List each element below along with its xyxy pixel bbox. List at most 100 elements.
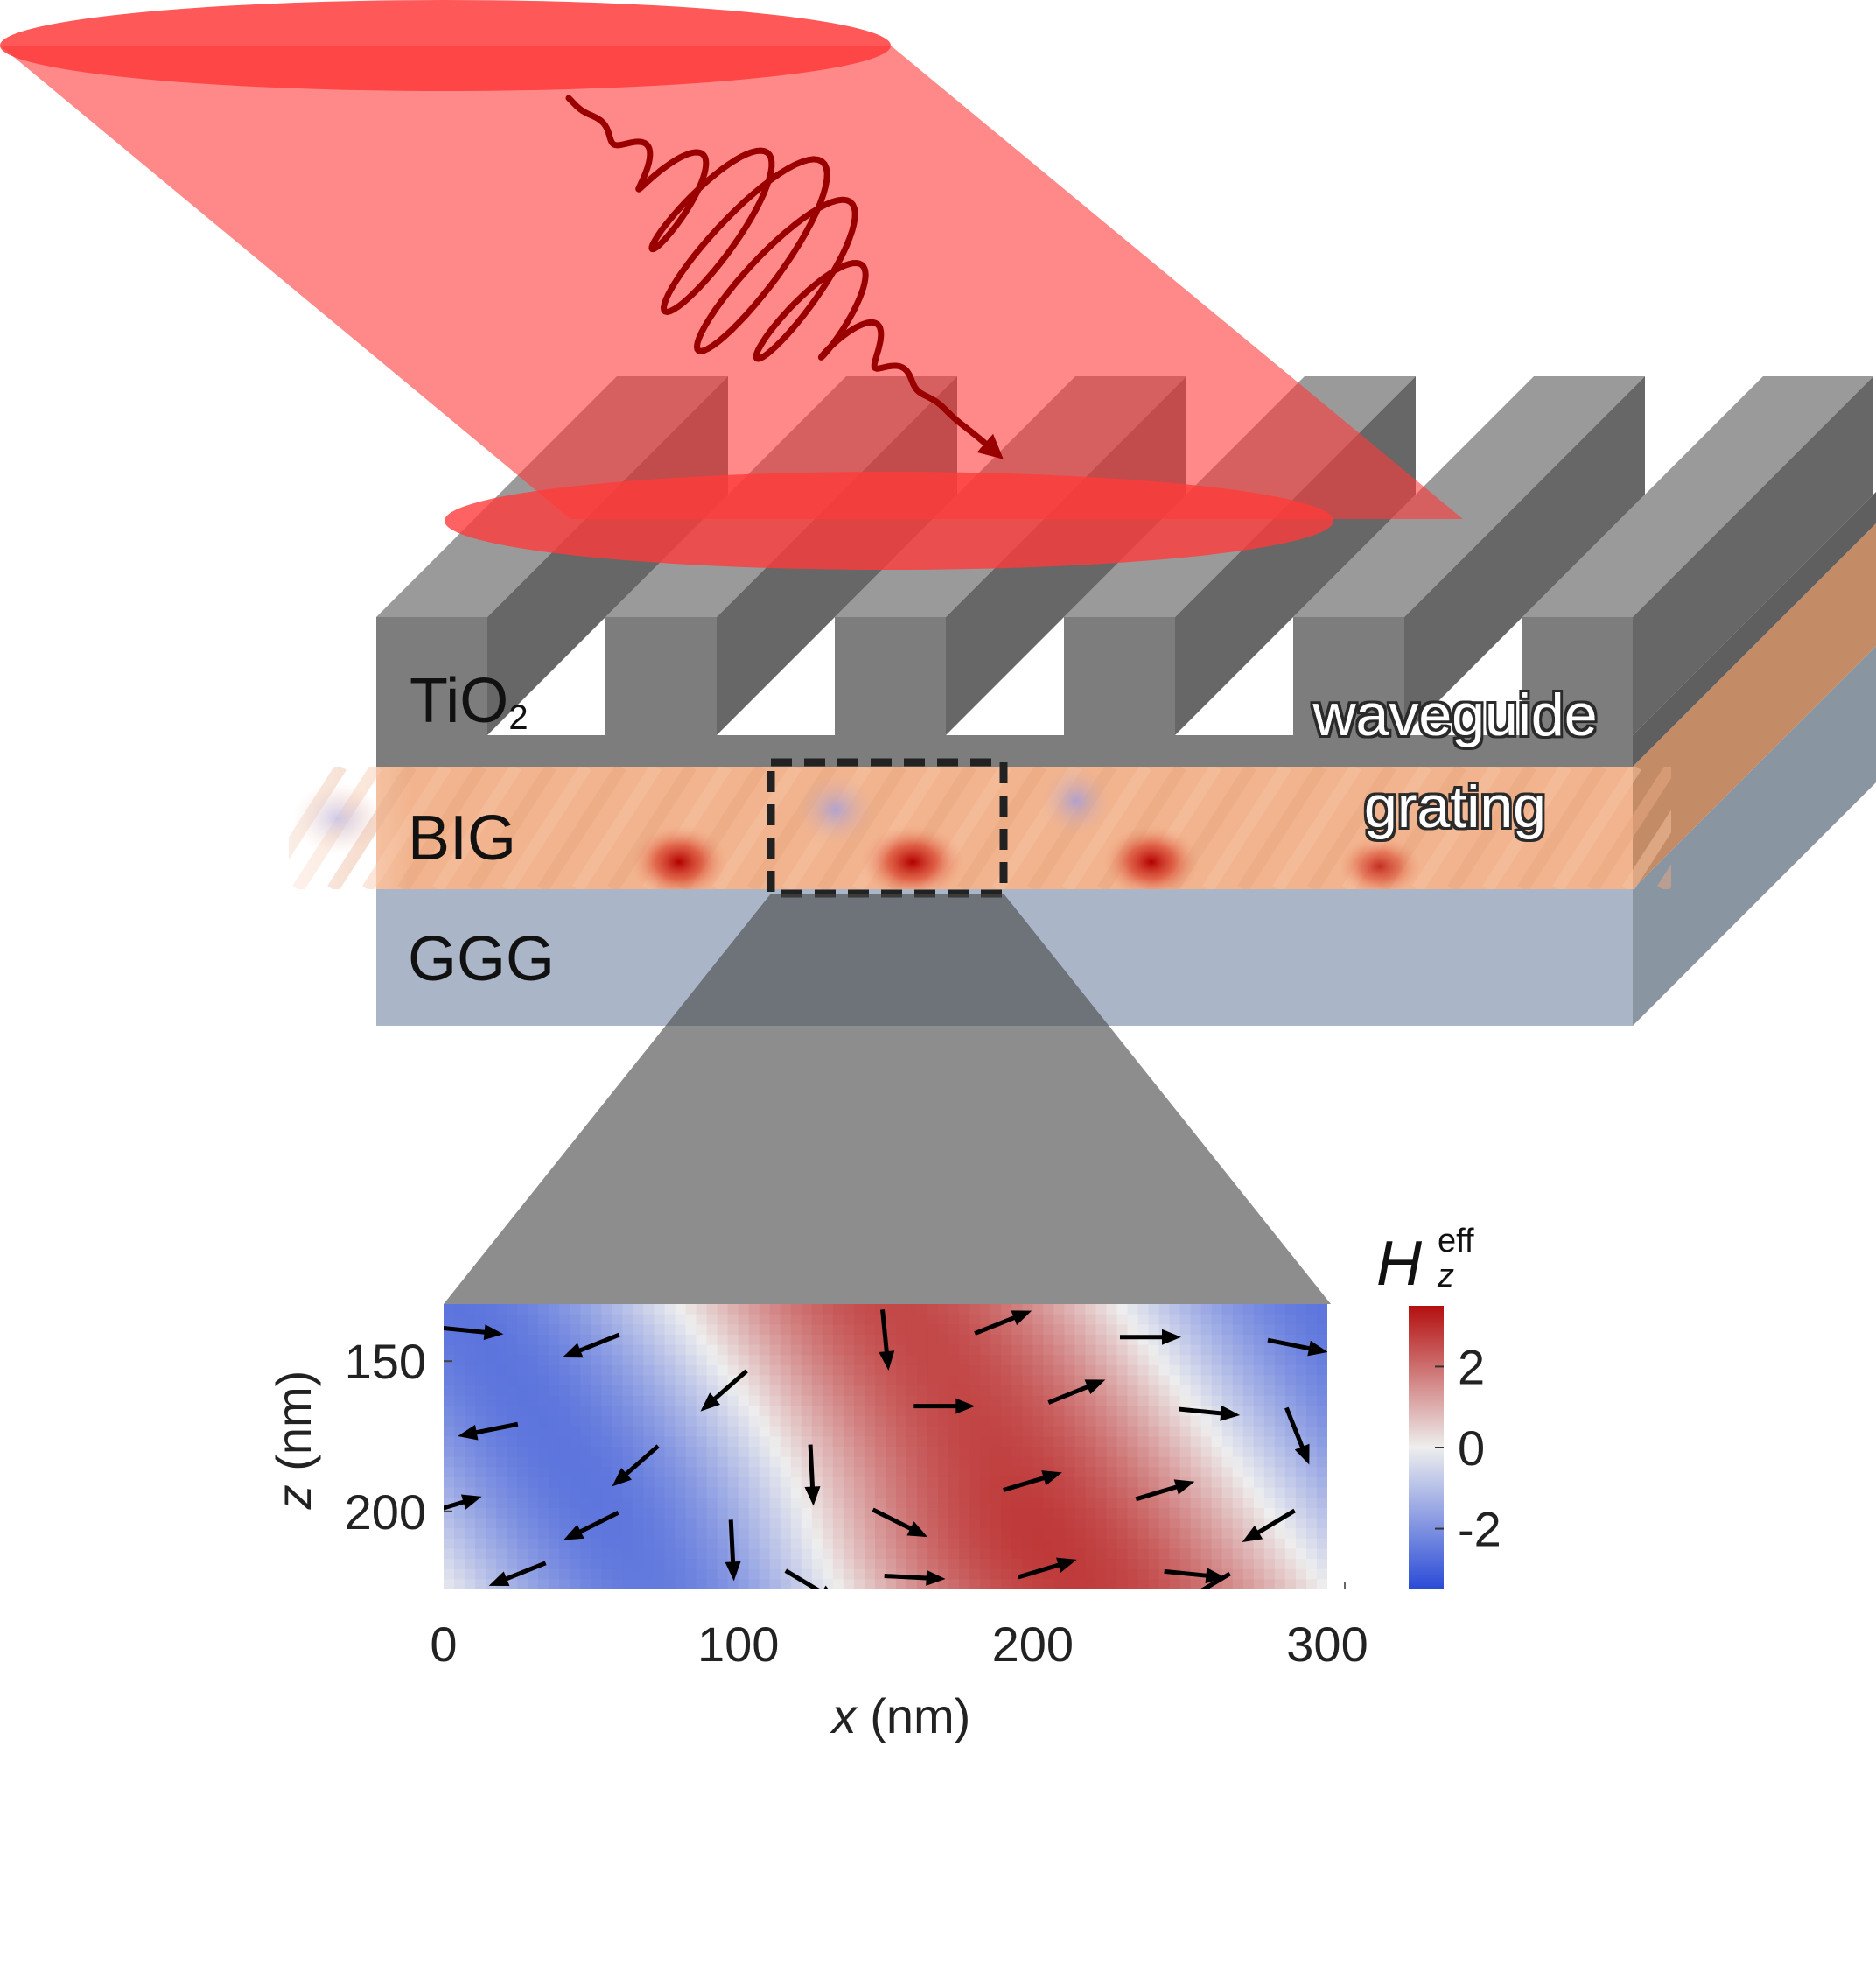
heatmap-cell [1022, 1447, 1034, 1458]
heatmap-cell [864, 1406, 876, 1417]
x-tick-label: 0 [430, 1617, 457, 1672]
heatmap-cell [1200, 1355, 1213, 1366]
heatmap-cell [864, 1568, 876, 1581]
heatmap-cell [896, 1364, 907, 1377]
field-stripe [1517, 767, 1606, 889]
heatmap-cell [643, 1436, 655, 1448]
heatmap-cell [917, 1579, 928, 1589]
heatmap-cell [1074, 1314, 1087, 1326]
heatmap-cell [780, 1518, 792, 1529]
heatmap-cell [1264, 1498, 1276, 1509]
heatmap-cell [591, 1355, 603, 1366]
heatmap-cell [1180, 1436, 1192, 1448]
field-stripe [432, 767, 522, 889]
heatmap-cell [528, 1355, 540, 1366]
heatmap-cell [717, 1375, 729, 1386]
heatmap-cell [1242, 1568, 1255, 1581]
heatmap-cell [980, 1507, 992, 1519]
heatmap-cell [948, 1548, 960, 1560]
heatmap-cell [1148, 1507, 1160, 1519]
heatmap-cell [1148, 1518, 1160, 1529]
vector-arrow [1047, 1379, 1106, 1405]
heatmap-cell [948, 1467, 960, 1478]
heatmap-cell [738, 1528, 750, 1540]
heatmap-cell [1064, 1498, 1076, 1509]
heatmap-cell [559, 1355, 571, 1366]
heatmap-cell [664, 1385, 676, 1397]
heatmap-cell [633, 1344, 645, 1357]
field-stripe [1447, 767, 1536, 889]
heatmap-cell [559, 1507, 571, 1519]
heatmap-cell [832, 1456, 844, 1469]
heatmap-cell [685, 1426, 697, 1438]
heatmap-cell [948, 1456, 960, 1469]
heatmap-cell [570, 1334, 582, 1346]
heatmap-cell [1138, 1436, 1150, 1448]
heatmap-cell [801, 1568, 813, 1581]
heatmap-cell [990, 1507, 1003, 1519]
heatmap-cell [1074, 1334, 1087, 1346]
heatmap-cell [1232, 1314, 1244, 1326]
heatmap-cell [633, 1467, 645, 1478]
heatmap-cell [1253, 1334, 1265, 1346]
heatmap-cell [559, 1324, 571, 1336]
heatmap-cell [475, 1344, 486, 1357]
heatmap-cell [843, 1375, 855, 1386]
heatmap-cell [1022, 1548, 1034, 1560]
heatmap-cell [1200, 1447, 1213, 1458]
heatmap-cell [507, 1375, 518, 1386]
heatmap-cell [1190, 1385, 1202, 1397]
heatmap-cell [769, 1304, 781, 1315]
heatmap-cell [601, 1456, 613, 1469]
heatmap-cell [1032, 1467, 1045, 1478]
heatmap-cell [496, 1476, 508, 1489]
heatmap-cell [822, 1436, 834, 1448]
heatmap-cell [654, 1304, 666, 1315]
heatmap-cell [580, 1416, 592, 1427]
heatmap-cell [1064, 1395, 1076, 1407]
heatmap-cell [507, 1395, 518, 1407]
heatmap-cell [1232, 1518, 1244, 1529]
heatmap-cell [538, 1324, 550, 1336]
heatmap-cell [664, 1559, 676, 1570]
heatmap-cell [938, 1559, 949, 1570]
heatmap-cell [1043, 1324, 1055, 1336]
heatmap-cell [748, 1467, 760, 1478]
heatmap-cell [917, 1426, 928, 1438]
heatmap-cell [980, 1395, 992, 1407]
heatmap-cell [1158, 1548, 1171, 1560]
heatmap-cell [643, 1334, 655, 1346]
heatmap-cell [486, 1487, 497, 1499]
heatmap-cell [1253, 1324, 1265, 1336]
heatmap-cell [896, 1304, 907, 1315]
heatmap-cell [864, 1355, 876, 1366]
heatmap-cell [517, 1426, 528, 1438]
heatmap-cell [528, 1324, 540, 1336]
heatmap-cell [1096, 1467, 1108, 1478]
heatmap-cell [1232, 1528, 1244, 1540]
heatmap-cell [1190, 1304, 1202, 1315]
heatmap-cell [1106, 1395, 1118, 1407]
heatmap-cell [938, 1579, 949, 1589]
heatmap-cell [1096, 1518, 1108, 1529]
heatmap-cell [486, 1447, 497, 1458]
heatmap-cell [874, 1456, 886, 1469]
heatmap-cell [896, 1436, 907, 1448]
heatmap-cell [591, 1304, 603, 1315]
heatmap-cell [853, 1324, 865, 1336]
heatmap-cell [486, 1314, 497, 1326]
heatmap-cell [1200, 1518, 1213, 1529]
heatmap-cell [853, 1476, 865, 1489]
heatmap-cell [580, 1355, 592, 1366]
heatmap-cell [1096, 1416, 1108, 1427]
heatmap-cell [917, 1364, 928, 1377]
heatmap-cell [591, 1487, 603, 1499]
heatmap-cell [1127, 1579, 1139, 1589]
heatmap-cell [990, 1559, 1003, 1570]
heatmap-cell [1085, 1436, 1097, 1448]
heatmap-cell [759, 1375, 771, 1386]
heatmap-cell [717, 1395, 729, 1407]
heatmap-cell [1222, 1467, 1234, 1478]
heatmap-cell [886, 1559, 897, 1570]
heatmap-cell [822, 1344, 834, 1357]
